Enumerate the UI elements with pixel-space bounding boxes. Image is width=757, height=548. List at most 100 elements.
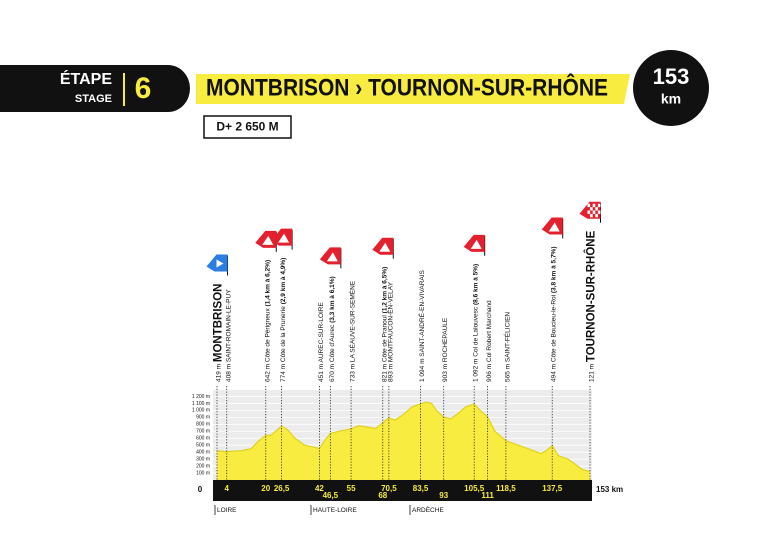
region-label: HAUTE-LOIRE [313, 507, 357, 514]
waypoint-name: SAINT-ANDRÉ-EN-VIVARAIS [417, 269, 426, 356]
y-tick-label: 1 100 m [192, 401, 210, 407]
climb-detail: (2,9 km à 4,9%) [280, 258, 287, 305]
x-tick-label: 55 [347, 484, 356, 493]
y-tick-label: 800 m [196, 422, 210, 428]
waypoint-elevation: 451 m [318, 364, 325, 382]
waypoint-elevation: 903 m [442, 364, 449, 382]
finish-check [592, 210, 596, 214]
climb-detail: (3,8 km à 5,7%) [550, 246, 557, 293]
y-tick-label: 100 m [196, 470, 210, 476]
x-tick-label: 105,5 [464, 484, 485, 493]
waypoint-elevation: 494 m [550, 364, 557, 382]
waypoint-label: 906 m Col Robert Marchand [486, 300, 493, 382]
climb-flag [319, 247, 341, 265]
waypoint-elevation: 408 m [225, 364, 232, 382]
finish-check [590, 207, 593, 211]
x-tick-label: 83,5 [413, 484, 429, 493]
waypoint-name: MONTBRISON [213, 284, 225, 363]
waypoint-label: 642 m Côte de Périgneux (1,4 km à 6,2%) [264, 260, 271, 382]
x-tick-label: 118,5 [496, 484, 516, 493]
waypoint-elevation: 121 m [588, 364, 595, 382]
x-tick-label: 93 [439, 491, 448, 500]
waypoint-name: Côte de Boucieu-le-Roi [550, 295, 557, 362]
waypoint-elevation: 670 m [329, 364, 336, 382]
climb-icon [278, 233, 290, 243]
waypoint-elevation: 565 m [504, 364, 511, 382]
climb-detail: (1,2 km à 6,5%) [381, 267, 388, 314]
elevation-box [203, 115, 292, 139]
finish-check [590, 213, 593, 218]
waypoint-name: LA SÉAUVE-SUR-SEMÈNE [347, 280, 356, 362]
stage-label: ÉTAPE [60, 69, 112, 88]
waypoint-name: TOURNON-SUR-RHÔNE [585, 230, 598, 362]
climb-flag [541, 217, 563, 235]
y-tick-label: 500 m [196, 443, 210, 449]
finish-check [597, 203, 601, 208]
waypoint-label: 408 m SAINT-ROMAIN-LE-PUY [225, 289, 232, 382]
waypoint-label: 1 092 m Col de Lalouvesc (8,6 km à 5%) [472, 264, 479, 382]
waypoint-name: ROCHEPAULE [442, 317, 449, 362]
waypoint-elevation: 733 m [349, 364, 356, 382]
waypoint-label: 903 m ROCHEPAULE [442, 317, 449, 382]
climb-icon [379, 242, 391, 252]
waypoint-label: 565 m SAINT-FÉLICIEN [502, 312, 511, 382]
elevation-gain: D+ 2 650 M [216, 120, 278, 134]
region-label: LOIRE [217, 507, 237, 514]
waypoint-elevation: 893 m [387, 364, 394, 382]
waypoint-label: 774 m Côte de la Prunerie (2,9 km à 4,9%… [280, 258, 287, 382]
waypoint-name: SAINT-ROMAIN-LE-PUY [225, 289, 232, 362]
waypoint-label: 451 m AUREC-SUR-LOIRE [318, 301, 325, 382]
y-tick-label: 700 m [196, 429, 210, 435]
waypoint-name: Côte de la Prunerie [280, 306, 287, 362]
climb-icon [262, 235, 274, 245]
climb-flag [463, 234, 485, 252]
y-tick-label: 600 m [196, 436, 210, 442]
profile-line [216, 401, 591, 473]
x-tick-label: 153 km [596, 485, 623, 494]
km-band [213, 480, 592, 501]
climb-flag [372, 237, 394, 255]
waypoint-elevation: 774 m [280, 364, 287, 382]
waypoint-name: Côte de Périgneux [264, 308, 271, 363]
route-title: MONTBRISON › TOURNON-SUR-RHÔNE [206, 73, 608, 101]
x-tick-label: 0 [198, 485, 203, 494]
stage-banner [0, 65, 190, 112]
finish-check [587, 203, 591, 208]
waypoint-elevation: 1 092 m [472, 359, 479, 383]
waypoint-elevation: 1 094 m [419, 359, 426, 383]
waypoint-label: 121 m TOURNON-SUR-RHÔNE [585, 230, 598, 382]
waypoint-name: Côte d'Aurec [329, 324, 336, 362]
finish-check [587, 210, 591, 214]
waypoint-label: 733 m LA SÉAUVE-SUR-SEMÈNE [347, 280, 356, 382]
waypoint-name: Col Robert Marchand [486, 300, 493, 362]
profile-area [217, 402, 590, 480]
waypoint-name: AUREC-SUR-LOIRE [318, 301, 325, 362]
distance: 153 [653, 64, 690, 89]
climb-icon [548, 222, 560, 232]
waypoint-name: Côte de Pranoul [381, 315, 388, 363]
climb-detail: (8,6 km à 5%) [472, 264, 479, 305]
x-tick-label: 20 [261, 484, 270, 493]
y-tick-label: 1 200 m [192, 394, 210, 400]
y-tick-label: 1 000 m [192, 408, 210, 414]
climb-detail: (1,4 km à 6,2%) [264, 260, 271, 307]
x-tick-label: 42 [315, 484, 324, 493]
x-tick-label: 4 [225, 484, 230, 493]
waypoint-elevation: 821 m [381, 364, 388, 382]
stage-sublabel: STAGE [75, 93, 112, 105]
climb-icon [326, 252, 338, 262]
climb-detail: (3,3 km à 6,1%) [329, 276, 336, 323]
waypoint-label: 419 m MONTBRISON [213, 284, 225, 382]
start-icon [216, 259, 224, 268]
x-tick-label: 68 [378, 491, 387, 500]
waypoint-name: SAINT-FÉLICIEN [502, 312, 511, 363]
finish-check [597, 210, 601, 214]
waypoint-elevation: 906 m [486, 364, 493, 382]
waypoint-label: 893 m MONTFAUCON-EN-VELAY [387, 281, 394, 382]
waypoint-name: MONTFAUCON-EN-VELAY [387, 281, 394, 362]
finish-check [592, 203, 596, 208]
y-tick-label: 900 m [196, 415, 210, 421]
x-tick-label: 70,5 [381, 484, 397, 493]
y-tick-label: 200 m [196, 463, 210, 469]
